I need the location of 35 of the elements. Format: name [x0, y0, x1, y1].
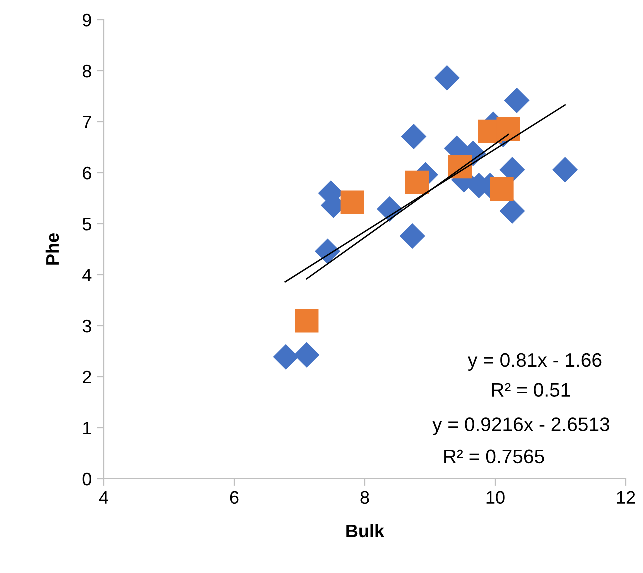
annotation: R² = 0.51: [492, 383, 570, 398]
point: [295, 309, 319, 333]
point: [400, 223, 426, 250]
point: [552, 157, 578, 183]
point: [340, 190, 364, 214]
y-axis-title: Phe: [46, 234, 60, 265]
point: [273, 344, 299, 370]
y-tick-label: 8: [82, 64, 92, 78]
point: [504, 88, 530, 114]
annotation: y = 0.81x - 1.66: [468, 353, 602, 372]
point: [294, 342, 320, 368]
x-axis-title: Bulk: [346, 524, 385, 538]
y-tick-label: 6: [83, 166, 92, 180]
x-tick-label: 8: [360, 491, 370, 504]
point: [405, 170, 430, 194]
y-tick-label: 5: [82, 218, 92, 231]
y-tick-label: 3: [82, 320, 92, 333]
y-tick-label: 4: [82, 269, 92, 282]
x-tick-label: 4: [99, 491, 108, 504]
x-tick-label: 12: [617, 491, 636, 504]
y-tick-label: 2: [83, 370, 92, 384]
point: [490, 178, 514, 202]
annotation: y = 0.9216x - 2.6513: [432, 418, 610, 436]
annotation: R² = 0.7565: [444, 450, 544, 464]
point: [401, 124, 427, 150]
y-tick-label: 1: [84, 422, 92, 435]
point: [315, 238, 341, 264]
point: [500, 198, 526, 224]
y-tick-label: 9: [83, 14, 92, 27]
y-tick-label: 0: [82, 472, 92, 486]
x-tick-label: 6: [230, 491, 239, 504]
point: [434, 65, 460, 91]
y-tick-label: 7: [83, 116, 92, 129]
point: [500, 157, 526, 183]
x-tick-label: 10: [486, 491, 505, 504]
